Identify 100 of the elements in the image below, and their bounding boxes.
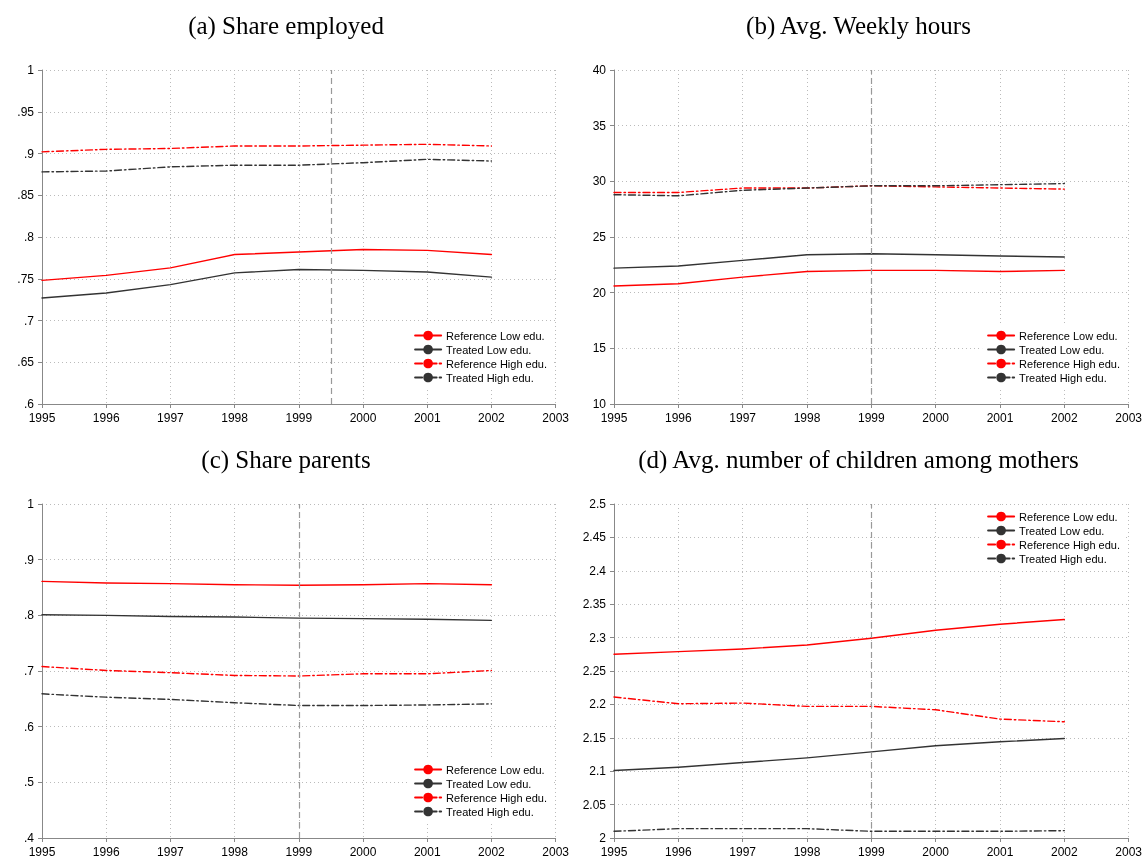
y-tick-label: .8: [23, 230, 35, 244]
x-tick-label: 2000: [349, 411, 377, 425]
legend-label: Treated High edu.: [1019, 552, 1107, 565]
y-tick-label: 2.5: [589, 497, 607, 511]
line-series: [613, 696, 1066, 723]
x-tick-label: 1997: [157, 845, 185, 859]
legend-label: Treated High edu.: [1019, 371, 1107, 384]
x-tick-label: 2002: [478, 845, 506, 859]
y-tick-label: 2.35: [582, 597, 607, 612]
legend-label: Treated High edu.: [446, 805, 534, 818]
x-tick-label: 2003: [1115, 845, 1143, 859]
x-tick-label: 2000: [922, 845, 950, 859]
x-tick-label: 2003: [542, 845, 570, 859]
y-tick-label: .95: [17, 104, 35, 119]
y-tick-label: 2: [599, 831, 607, 845]
y-tick-label: 2.25: [582, 664, 607, 678]
x-tick-label: 1995: [600, 411, 628, 425]
y-tick-label: 15: [592, 341, 607, 356]
legend-label: Reference Low edu.: [446, 329, 545, 342]
x-tick-label: 1999: [857, 411, 885, 425]
y-tick-label: .85: [17, 188, 35, 203]
line-series: [613, 618, 1066, 655]
chart-title: (c) Share parents: [201, 446, 371, 474]
line-series: [41, 268, 493, 299]
legend-label: Reference Low edu.: [1019, 329, 1118, 342]
y-tick-label: .65: [17, 355, 35, 370]
line-series: [613, 253, 1066, 269]
y-tick-label: 35: [592, 118, 607, 133]
line-series: [613, 269, 1066, 287]
y-tick-label: .75: [17, 271, 35, 286]
legend-label: Reference High edu.: [446, 791, 548, 804]
x-tick-label: 1996: [664, 845, 692, 859]
y-tick-label: .9: [23, 552, 35, 567]
x-tick-label: 2000: [349, 845, 377, 859]
x-tick-label: 2003: [1115, 411, 1143, 425]
legend-label: Treated Low edu.: [1019, 524, 1105, 537]
y-tick-label: .6: [23, 397, 35, 411]
x-tick-label: 1997: [157, 411, 185, 425]
x-tick-label: 2001: [413, 845, 441, 859]
x-tick-label: 1998: [221, 411, 249, 425]
y-tick-label: .4: [23, 831, 35, 845]
legend-label: Treated High edu.: [446, 371, 534, 384]
chart-title: (d) Avg. number of children among mothers: [638, 446, 1079, 474]
legend-label: Reference Low edu.: [1019, 510, 1118, 523]
chart-title: (b) Avg. Weekly hours: [746, 12, 971, 40]
x-tick-label: 1999: [285, 411, 313, 425]
x-tick-label: 1997: [729, 845, 757, 859]
y-tick-label: 2.4: [589, 563, 607, 578]
y-tick-label: 2.3: [589, 630, 607, 645]
y-tick-label: 25: [592, 230, 607, 244]
x-tick-label: 1998: [793, 411, 821, 425]
legend-label: Reference High edu.: [1019, 357, 1121, 370]
x-tick-label: 1999: [857, 845, 885, 859]
y-tick-label: .7: [23, 313, 35, 328]
x-tick-label: 2000: [922, 411, 950, 425]
y-tick-label: 2.1: [589, 764, 607, 779]
legend-label: Treated Low edu.: [446, 343, 532, 356]
line-series: [41, 693, 493, 707]
y-tick-label: 40: [592, 63, 607, 77]
legend-label: Treated Low edu.: [1019, 343, 1105, 356]
x-tick-label: 1995: [28, 411, 56, 425]
x-tick-label: 2001: [986, 845, 1014, 859]
y-tick-label: 2.2: [589, 697, 607, 712]
y-tick-label: 1: [27, 497, 35, 511]
x-tick-label: 1997: [729, 411, 757, 425]
x-tick-label: 2003: [542, 411, 570, 425]
legend-label: Treated Low edu.: [446, 777, 532, 790]
chart-title: (a) Share employed: [188, 12, 385, 40]
legend-label: Reference High edu.: [446, 357, 548, 370]
x-tick-label: 1996: [92, 845, 120, 859]
y-tick-label: 30: [592, 174, 607, 189]
x-tick-label: 1995: [600, 845, 628, 859]
x-tick-label: 2002: [1050, 845, 1078, 859]
x-tick-label: 1999: [285, 845, 313, 859]
y-tick-label: 2.15: [582, 730, 607, 745]
y-tick-label: .8: [23, 608, 35, 623]
x-tick-label: 1998: [221, 845, 249, 859]
line-series: [613, 737, 1066, 772]
x-tick-label: 2001: [986, 411, 1014, 425]
line-series: [41, 665, 493, 677]
legend-label: Reference Low edu.: [446, 763, 545, 776]
x-tick-label: 1996: [664, 411, 692, 425]
x-tick-label: 1998: [793, 845, 821, 859]
y-tick-label: .5: [23, 775, 35, 790]
y-tick-label: 2.05: [582, 797, 607, 812]
x-tick-label: 2002: [478, 411, 506, 425]
line-series: [41, 248, 493, 282]
y-tick-label: 1: [27, 63, 35, 77]
x-tick-label: 2001: [413, 411, 441, 425]
y-tick-label: 10: [592, 397, 607, 411]
x-tick-label: 2002: [1050, 411, 1078, 425]
y-tick-label: 2.45: [582, 530, 607, 545]
x-tick-label: 1995: [28, 845, 56, 859]
line-series: [41, 158, 493, 173]
y-tick-label: .7: [23, 664, 35, 678]
line-series: [41, 143, 493, 153]
y-tick-label: .9: [23, 146, 35, 161]
y-tick-label: .6: [23, 719, 35, 734]
x-tick-label: 1996: [92, 411, 120, 425]
y-tick-label: 20: [592, 285, 607, 300]
